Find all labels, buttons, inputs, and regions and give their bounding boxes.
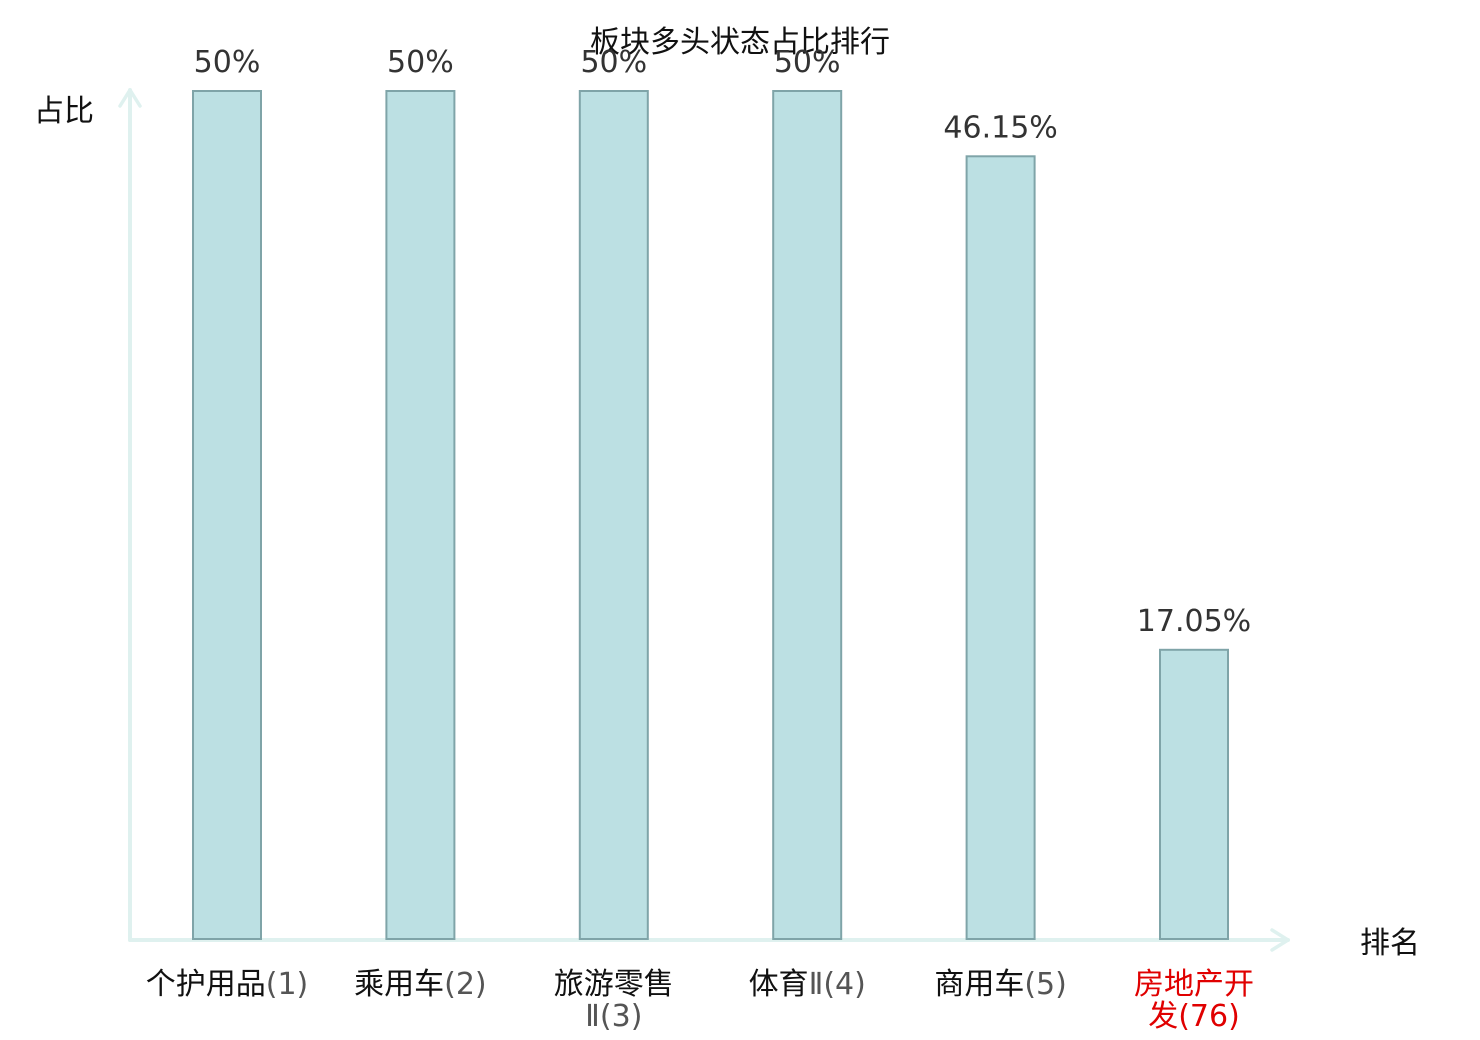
- x-tick-label-3: 旅游零售 Ⅱ(3): [554, 967, 674, 1034]
- x-tick-label-1: 个护用品(1): [146, 967, 309, 1002]
- value-label-4: 50%: [774, 45, 841, 80]
- bar-6: [1159, 648, 1229, 940]
- value-label-2: 50%: [387, 45, 454, 80]
- value-label-6: 17.05%: [1137, 604, 1251, 639]
- x-tick-label-2: 乘用车(2): [354, 967, 487, 1002]
- x-tick-label-6: 房地产开发(76): [1134, 967, 1254, 1034]
- value-labels: 50% 50% 50% 50% 46.15% 17.05%: [194, 45, 1252, 639]
- bars: [192, 90, 1229, 941]
- value-label-5: 46.15%: [943, 110, 1057, 145]
- value-label-3: 50%: [580, 45, 647, 80]
- y-axis-label: 占比: [34, 94, 94, 129]
- x-axis-label: 排名: [1360, 926, 1420, 961]
- x-tick-label-4: 体育Ⅱ(4): [749, 967, 866, 1002]
- bar-4: [772, 90, 843, 940]
- chart-title: 板块多头状态占比排行: [590, 25, 890, 60]
- axes: [118, 88, 1290, 952]
- x-tick-label-5: 商用车(5): [934, 967, 1067, 1002]
- x-tick-labels: 个护用品(1) 乘用车(2) 旅游零售 Ⅱ(3) 体育Ⅱ(4) 商用车(5) 房地产开发(7…: [146, 967, 1254, 1034]
- value-label-1: 50%: [194, 45, 261, 80]
- bar-3: [578, 90, 649, 940]
- y-axis-arrow-icon: [118, 88, 142, 108]
- bar-1: [192, 90, 262, 940]
- x-axis-arrow-icon: [1270, 928, 1290, 952]
- bar-2: [385, 90, 456, 940]
- bar-5: [965, 155, 1036, 941]
